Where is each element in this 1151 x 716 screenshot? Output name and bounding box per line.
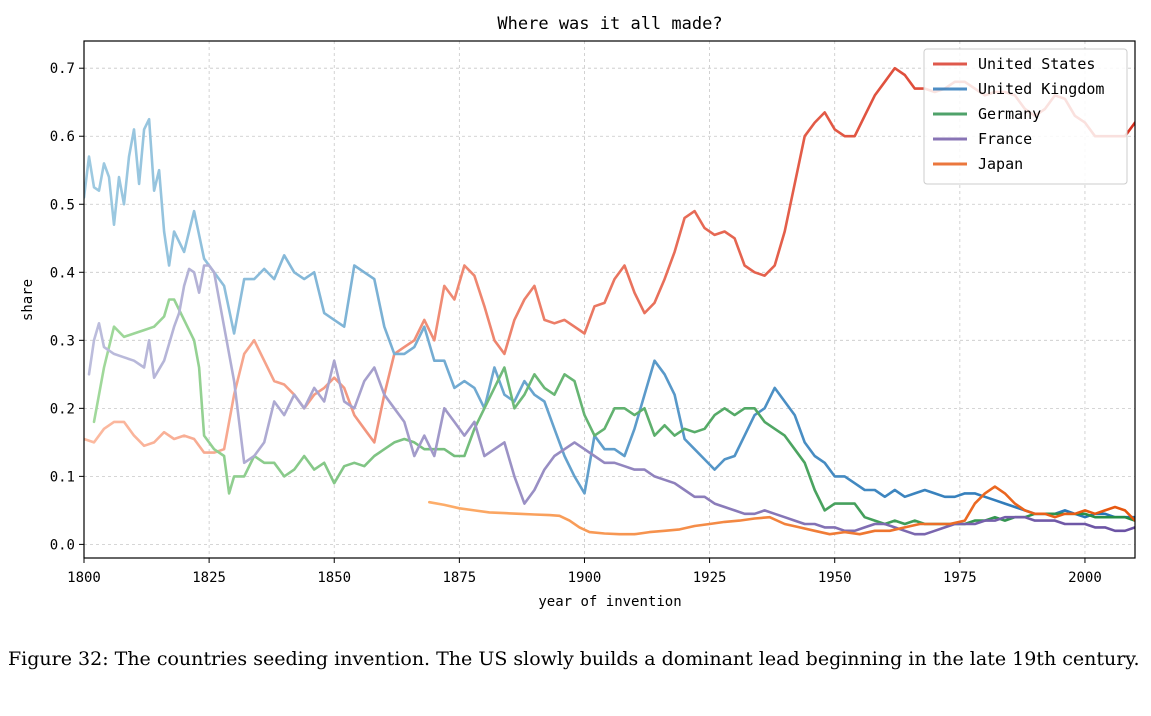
x-tick-label: 1825 bbox=[192, 570, 226, 586]
y-axis-label: share bbox=[20, 279, 36, 321]
chart-title: Where was it all made? bbox=[497, 14, 722, 34]
x-axis-label: year of invention bbox=[538, 594, 681, 610]
y-tick-label: 0.1 bbox=[50, 469, 75, 485]
x-tick-label: 1875 bbox=[442, 570, 476, 586]
y-tick-label: 0.5 bbox=[50, 197, 75, 213]
legend-label: Japan bbox=[978, 155, 1023, 173]
legend-label: France bbox=[978, 130, 1032, 148]
legend-box bbox=[923, 48, 1128, 185]
x-tick-label: 1950 bbox=[818, 570, 852, 586]
figure-caption: Figure 32: The countries seeding inventi… bbox=[8, 648, 1140, 670]
series-line-united-kingdom bbox=[84, 117, 1135, 519]
x-tick-label: 1975 bbox=[943, 570, 977, 586]
x-tick-label: 1800 bbox=[67, 570, 101, 586]
series-lines bbox=[84, 66, 1135, 536]
series-line-france bbox=[87, 264, 1135, 536]
legend-label: United States bbox=[978, 55, 1095, 73]
x-tick-label: 1850 bbox=[317, 570, 351, 586]
line-chart: Where was it all made? 1800 1825 1850 1875 1… bbox=[20, 14, 1136, 610]
legend-label: United Kingdom bbox=[978, 80, 1104, 98]
x-tick-label: 1900 bbox=[568, 570, 602, 586]
series-line-germany bbox=[92, 298, 1135, 526]
legend: United States United Kingdom Germany France… bbox=[923, 48, 1128, 185]
y-tick-label: 0.6 bbox=[50, 129, 75, 145]
x-tick-label: 2000 bbox=[1068, 570, 1102, 586]
plot-frame bbox=[83, 40, 1136, 559]
y-tick-label: 0.2 bbox=[50, 401, 75, 417]
y-tick-label: 0.7 bbox=[50, 61, 75, 77]
x-tick-label: 1925 bbox=[693, 570, 727, 586]
axis-ticks: 1800 1825 1850 1875 1900 1925 1950 1975 2000 0.0 0… bbox=[50, 61, 1102, 586]
legend-label: Germany bbox=[978, 105, 1041, 123]
series-line-japan bbox=[428, 485, 1135, 536]
y-tick-label: 0.3 bbox=[50, 333, 75, 349]
y-tick-label: 0.4 bbox=[50, 265, 75, 281]
y-tick-label: 0.0 bbox=[50, 537, 75, 553]
